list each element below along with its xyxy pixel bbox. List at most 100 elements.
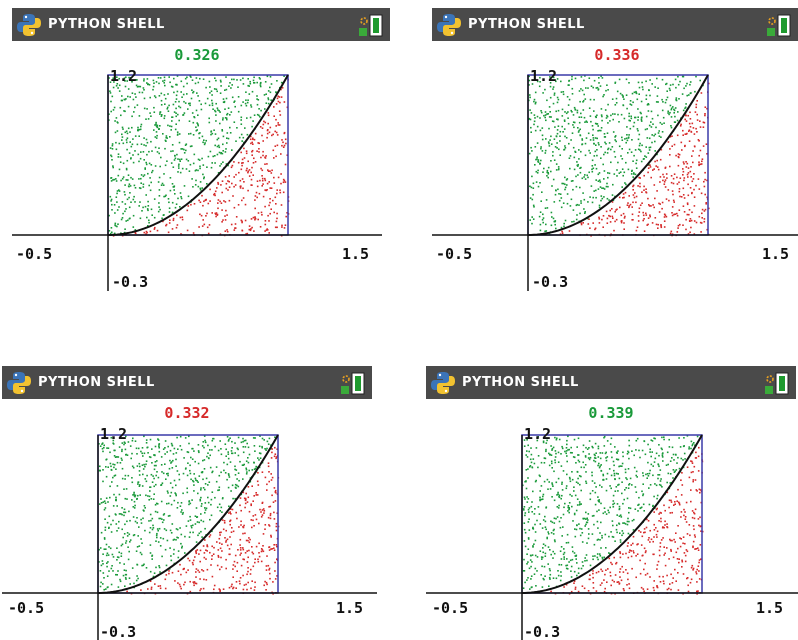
sample-point xyxy=(581,89,584,92)
sample-point xyxy=(602,474,605,477)
sample-point xyxy=(657,227,659,229)
sample-point xyxy=(565,112,568,115)
sample-point xyxy=(559,130,562,133)
sample-point xyxy=(658,554,661,557)
sample-point xyxy=(122,212,124,215)
sample-point xyxy=(264,220,267,222)
sample-point xyxy=(239,547,242,549)
sample-point xyxy=(149,112,151,114)
sample-point xyxy=(192,531,194,534)
sample-point xyxy=(211,558,213,560)
sample-point xyxy=(185,158,188,161)
sample-point xyxy=(275,118,277,121)
sample-point xyxy=(579,534,582,537)
sample-point xyxy=(211,99,213,102)
sample-point xyxy=(550,454,553,456)
sample-point xyxy=(150,208,153,211)
sample-frame xyxy=(107,74,289,236)
sample-point xyxy=(175,98,178,100)
sample-point xyxy=(671,214,674,217)
sample-point xyxy=(126,498,128,500)
sample-point xyxy=(609,571,612,574)
sample-point xyxy=(196,122,198,124)
sample-point xyxy=(128,196,130,199)
sample-point xyxy=(124,478,126,480)
sample-point xyxy=(263,584,265,587)
sample-point xyxy=(136,563,138,566)
sample-point xyxy=(208,104,211,107)
sample-point xyxy=(172,217,175,220)
sample-point xyxy=(220,531,222,534)
sample-point xyxy=(575,218,578,221)
sample-point xyxy=(632,535,635,538)
sample-point xyxy=(209,518,211,521)
sample-point xyxy=(688,524,691,526)
sample-point xyxy=(660,517,662,520)
sample-point xyxy=(654,483,656,485)
sample-point xyxy=(237,110,240,113)
sample-point xyxy=(225,88,228,91)
sample-point xyxy=(608,511,610,514)
sample-point xyxy=(153,111,156,113)
sample-point xyxy=(559,550,562,552)
sample-point xyxy=(601,115,603,118)
sample-point xyxy=(217,172,220,174)
sample-point xyxy=(147,83,150,85)
sample-point xyxy=(646,104,649,106)
sample-point xyxy=(628,112,630,115)
sample-point xyxy=(700,163,703,165)
sample-point xyxy=(615,102,618,104)
sample-point xyxy=(608,214,610,217)
sample-point xyxy=(261,509,264,511)
sample-point xyxy=(134,504,136,507)
sample-point xyxy=(201,569,203,571)
sample-point xyxy=(200,530,202,533)
sample-point xyxy=(200,214,203,217)
sample-point xyxy=(614,81,617,84)
sample-point xyxy=(227,440,230,442)
sample-point xyxy=(116,556,119,558)
sample-point xyxy=(151,169,154,172)
sample-point xyxy=(577,590,580,593)
sample-point xyxy=(670,175,673,177)
sample-point xyxy=(187,205,190,207)
sample-point xyxy=(584,154,587,157)
sample-point xyxy=(563,225,565,228)
sample-point xyxy=(600,108,603,110)
sample-point xyxy=(637,543,639,545)
sample-point xyxy=(171,467,174,469)
sample-point xyxy=(240,151,242,154)
sample-point xyxy=(540,200,542,202)
sample-point xyxy=(265,93,267,95)
sample-point xyxy=(638,176,640,179)
sample-point xyxy=(618,172,621,174)
sample-point xyxy=(151,558,153,560)
sample-point xyxy=(693,133,696,135)
sample-point xyxy=(253,76,255,79)
sample-point xyxy=(544,544,547,547)
sample-point xyxy=(193,484,195,486)
sample-point xyxy=(285,142,287,145)
sample-point xyxy=(233,121,236,123)
sample-point xyxy=(565,564,567,567)
sample-point xyxy=(204,199,207,202)
sample-point xyxy=(528,117,531,120)
sample-point xyxy=(110,155,113,158)
sample-point xyxy=(579,100,581,103)
sample-point xyxy=(164,97,167,100)
sample-point xyxy=(172,103,175,106)
sample-point xyxy=(200,513,202,515)
sample-point xyxy=(646,477,648,479)
sample-point xyxy=(283,101,286,103)
sample-point xyxy=(543,462,546,464)
sample-point xyxy=(691,462,694,464)
sample-point xyxy=(564,176,566,179)
sample-point xyxy=(674,107,677,109)
sample-point xyxy=(211,555,213,557)
sample-point xyxy=(564,183,566,186)
sample-point xyxy=(643,218,645,220)
sample-point xyxy=(695,106,697,109)
sample-point xyxy=(685,166,688,168)
sample-point xyxy=(191,499,193,501)
sample-point xyxy=(623,196,625,199)
